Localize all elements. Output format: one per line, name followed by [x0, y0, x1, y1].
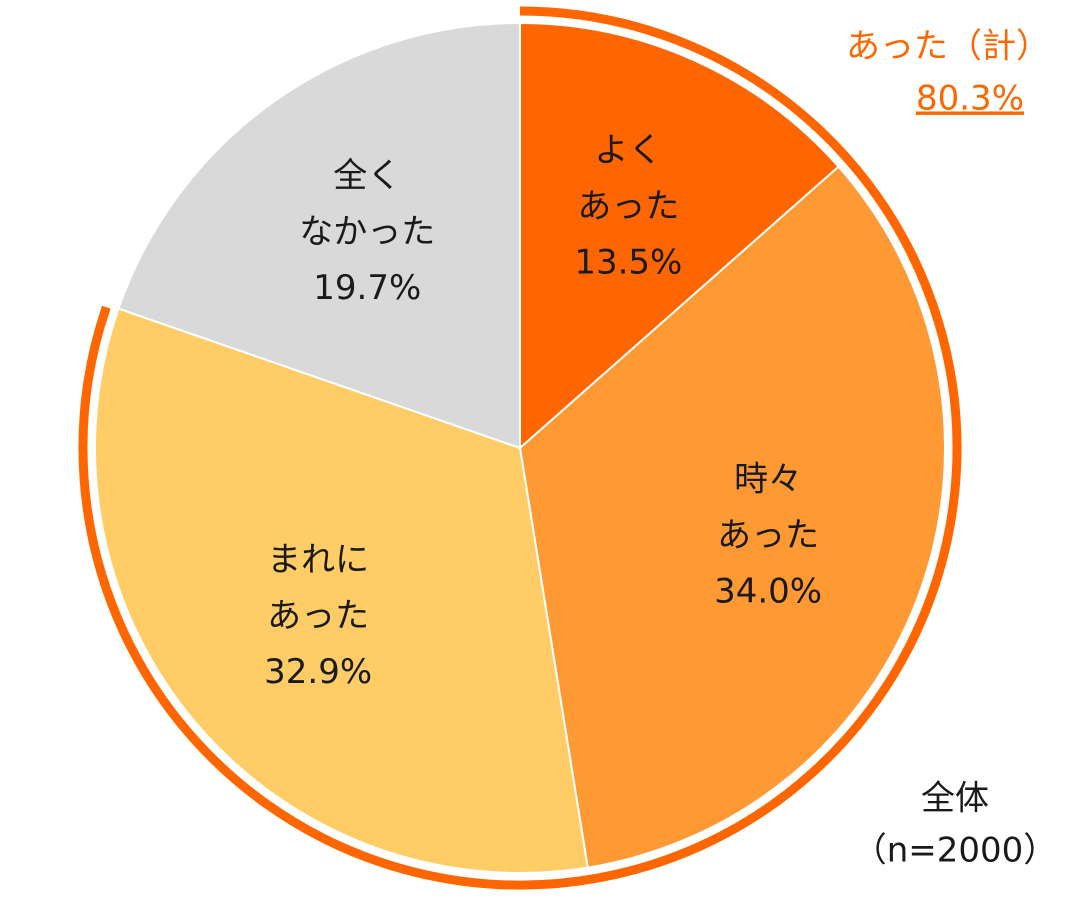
slice-label: よく	[594, 130, 662, 170]
pie-slice	[519, 21, 840, 451]
value-label: 32.9%	[264, 652, 372, 692]
pie-slice	[518, 165, 946, 869]
note: 全体	[921, 779, 989, 819]
value-label: 19.7%	[313, 268, 421, 308]
slice-label: あった	[717, 515, 819, 555]
slice-label: まれに	[267, 540, 369, 580]
slice-label: 時々	[734, 459, 802, 499]
total-value-label: 80.3%	[916, 79, 1024, 119]
total-label: あった（計）	[846, 27, 1050, 67]
pie-slice	[94, 307, 589, 874]
slice-label: あった	[577, 186, 679, 226]
slice-label: あった	[267, 596, 369, 636]
slice-label: なかった	[299, 212, 435, 252]
value-label: 34.0%	[714, 571, 822, 611]
pie-slice	[117, 21, 521, 450]
note: （n=2000）	[853, 831, 1058, 871]
value-label: 13.5%	[574, 242, 682, 282]
total-arc	[78, 6, 962, 890]
slice-label: 全く	[333, 156, 401, 196]
